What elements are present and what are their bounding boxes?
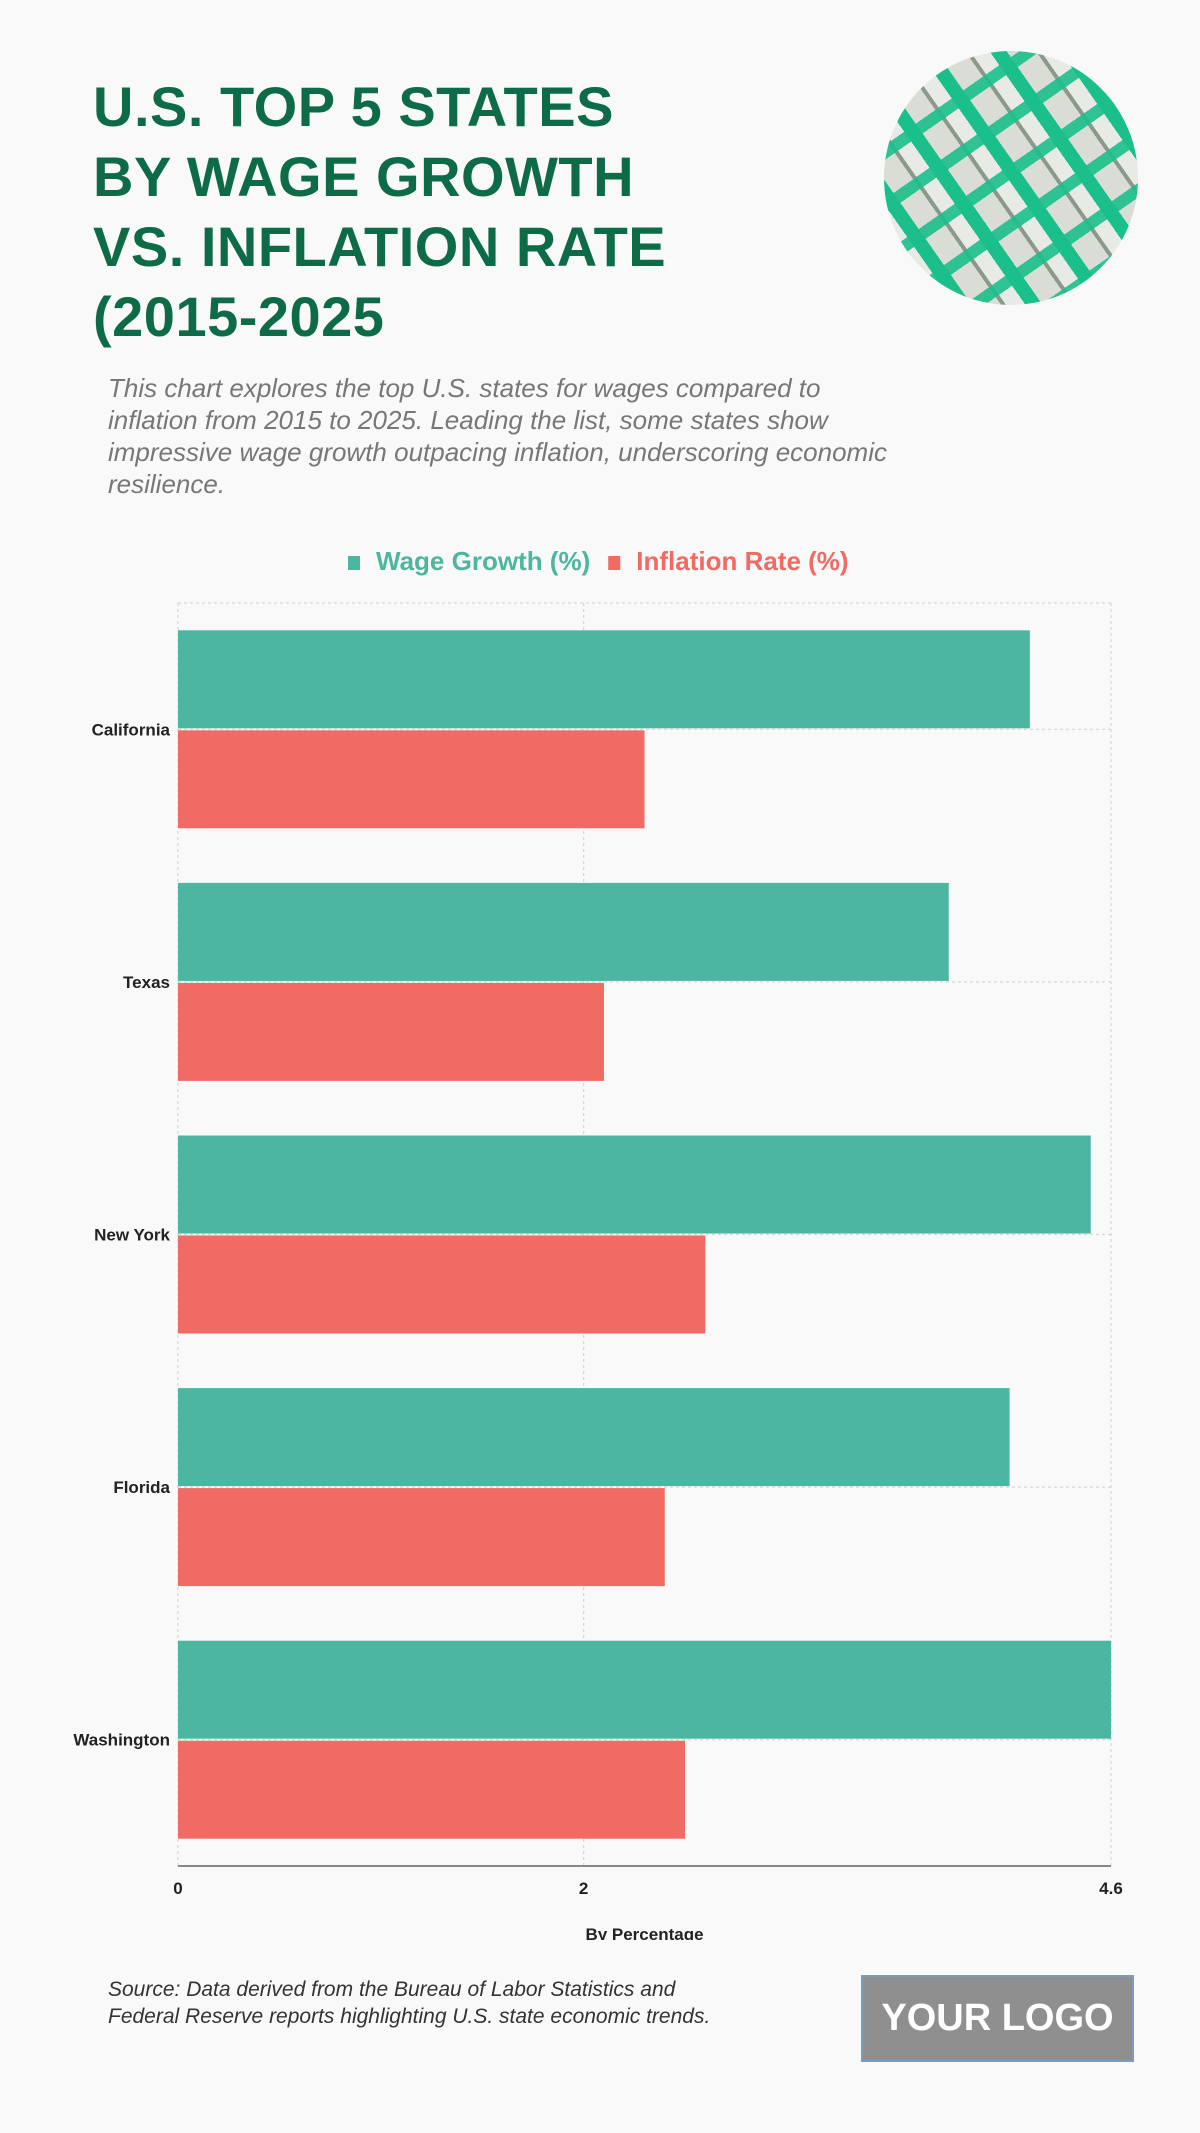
money-hero-image	[884, 51, 1138, 305]
bar-inflation-rate	[178, 1235, 706, 1334]
bar-inflation-rate	[178, 730, 645, 829]
bar-chart: Wage Growth (%) Inflation Rate (%) Califor…	[73, 546, 1123, 1940]
x-tick-label: 0	[173, 1879, 182, 1898]
bar-wage-growth	[178, 1135, 1091, 1234]
x-axis-title: By Percentage	[585, 1925, 703, 1940]
page-title: U.S. TOP 5 STATES BY WAGE GROWTH VS. INF…	[93, 72, 666, 352]
bar-inflation-rate	[178, 982, 604, 1081]
logo-placeholder: YOUR LOGO	[861, 1975, 1134, 2062]
legend-swatch	[608, 556, 621, 570]
legend-label: Inflation Rate (%)	[636, 546, 848, 576]
source-note: Source: Data derived from the Bureau of …	[108, 1976, 710, 2030]
source-line: Source: Data derived from the Bureau of …	[108, 1978, 676, 2001]
title-line: (2015-2025	[93, 285, 385, 348]
bar-wage-growth	[178, 1640, 1111, 1739]
bar-inflation-rate	[178, 1488, 665, 1587]
bar-wage-growth	[178, 1388, 1010, 1487]
title-line: U.S. TOP 5 STATES	[93, 75, 614, 138]
category-label: Texas	[123, 973, 170, 992]
category-label: Washington	[73, 1731, 170, 1750]
legend-swatch	[348, 556, 360, 570]
source-line: Federal Reserve reports highlighting U.S…	[108, 2005, 711, 2028]
bar-inflation-rate	[178, 1740, 686, 1839]
x-tick-label: 4.6	[1099, 1879, 1123, 1898]
x-tick-label: 2	[579, 1879, 588, 1898]
title-line: BY WAGE GROWTH	[93, 145, 635, 208]
bar-wage-growth	[178, 630, 1030, 729]
bar-wage-growth	[178, 882, 949, 981]
chart-description: This chart explores the top U.S. states …	[108, 373, 887, 499]
category-label: Florida	[113, 1478, 170, 1497]
category-label: New York	[94, 1226, 170, 1245]
category-label: California	[92, 720, 171, 739]
legend-label: Wage Growth (%)	[376, 546, 590, 576]
title-line: VS. INFLATION RATE	[93, 215, 667, 278]
